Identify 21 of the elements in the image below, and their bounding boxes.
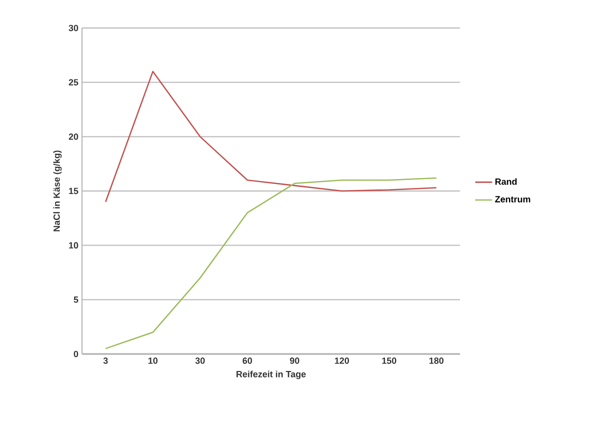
x-tick-label: 10 bbox=[148, 358, 158, 364]
y-tick-label: 15 bbox=[69, 188, 78, 194]
x-tick-label: 150 bbox=[382, 358, 396, 364]
legend-label: Zentrum bbox=[495, 196, 530, 202]
x-tick-label: 3 bbox=[103, 358, 108, 364]
x-axis-title: Reifezeit in Tage bbox=[236, 370, 306, 380]
y-tick-label: 30 bbox=[68, 24, 78, 32]
line-series bbox=[104, 177, 438, 350]
x-tick-label: 90 bbox=[290, 358, 300, 364]
y-tick-label: 0 bbox=[74, 350, 78, 358]
x-tick-label: 30 bbox=[195, 358, 205, 364]
x-tick-label: 60 bbox=[242, 358, 252, 364]
y-tick-label: 10 bbox=[69, 242, 78, 249]
y-axis-title: NaCl in Käse (g/kg) bbox=[53, 150, 62, 232]
line-series bbox=[104, 70, 438, 203]
x-tick-label: 180 bbox=[429, 358, 444, 364]
x-tick-label: 120 bbox=[334, 358, 349, 364]
y-tick-label: 25 bbox=[68, 79, 78, 86]
y-tick-label: 20 bbox=[68, 133, 78, 140]
y-tick-label: 5 bbox=[74, 296, 78, 303]
legend-label: Rand bbox=[495, 178, 517, 185]
